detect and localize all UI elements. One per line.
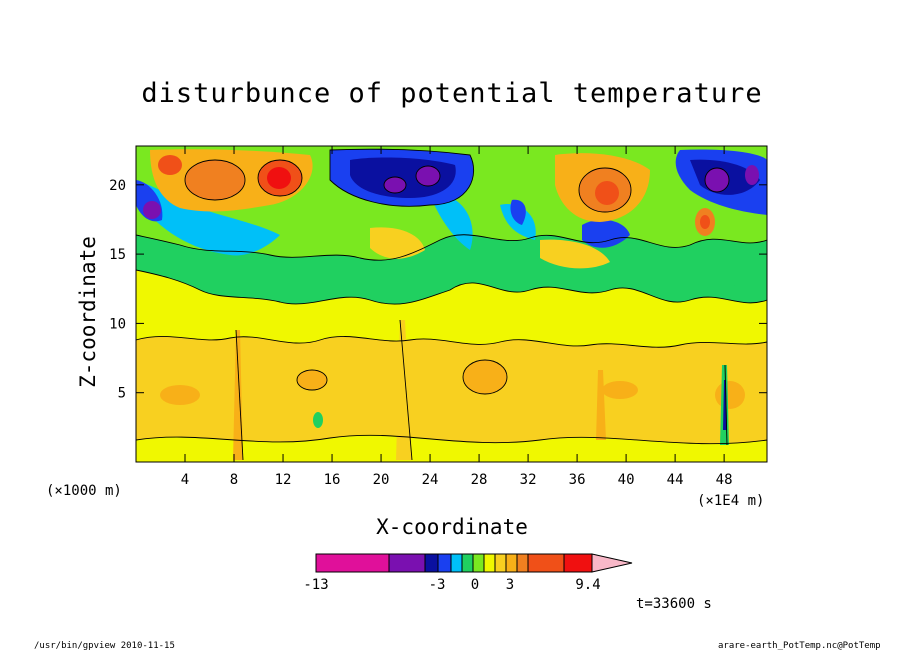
colorbar-box — [494, 553, 507, 573]
x-tick-label: 8 — [230, 472, 238, 488]
x-tick-label: 20 — [373, 472, 390, 488]
colorbar-label: 3 — [506, 577, 514, 593]
colorbar-label: -13 — [303, 577, 328, 593]
y-tick-label: 10 — [109, 316, 126, 332]
colorbar: -13 -3 0 3 9.4 — [303, 553, 633, 593]
colorbar-box — [472, 553, 485, 573]
colorbar-label: 0 — [471, 577, 479, 593]
x-tick-label: 32 — [520, 472, 537, 488]
colorbar-arrow — [591, 553, 633, 573]
colorbar-box — [483, 553, 496, 573]
x-axis-ticks: 4 8 12 16 20 24 28 32 36 40 44 48 — [181, 146, 733, 488]
plot-frame — [135, 145, 768, 463]
x-tick-label: 28 — [471, 472, 488, 488]
colorbar-box — [563, 553, 593, 573]
colorbar-box — [505, 553, 518, 573]
y-axis-ticks: 5 10 15 20 — [109, 178, 767, 402]
footer-left: /usr/bin/gpview 2010-11-15 — [34, 641, 175, 651]
colorbar-label: -3 — [429, 577, 446, 593]
colorbar-box — [516, 553, 529, 573]
x-tick-label: 4 — [181, 472, 189, 488]
time-label: t=33600 s — [636, 596, 712, 612]
x-tick-label: 36 — [569, 472, 586, 488]
y-tick-label: 20 — [109, 178, 126, 194]
x-tick-label: 48 — [716, 472, 733, 488]
footer-right: arare-earth_PotTemp.nc@PotTemp — [718, 641, 881, 651]
x-tick-label: 16 — [324, 472, 341, 488]
x-unit-label: (×1000 m) — [46, 483, 122, 499]
colorbar-box — [424, 553, 439, 573]
colorbar-box — [315, 553, 390, 573]
colorbar-box — [388, 553, 426, 573]
x-axis-label: X-coordinate — [376, 515, 528, 539]
colorbar-box — [450, 553, 463, 573]
x-tick-label: 40 — [618, 472, 635, 488]
contour-field — [136, 146, 767, 462]
y-tick-label: 15 — [109, 247, 126, 263]
chart-title: disturbunce of potential temperature — [141, 78, 763, 109]
y-tick-label: 5 — [118, 386, 126, 402]
colorbar-box — [437, 553, 452, 573]
colorbar-label: 9.4 — [575, 577, 600, 593]
x-scale-label: (×1E4 m) — [697, 493, 765, 509]
x-tick-label: 24 — [422, 472, 439, 488]
x-tick-label: 12 — [275, 472, 292, 488]
colorbar-box — [527, 553, 565, 573]
colorbar-box — [461, 553, 474, 573]
x-tick-label: 44 — [667, 472, 684, 488]
